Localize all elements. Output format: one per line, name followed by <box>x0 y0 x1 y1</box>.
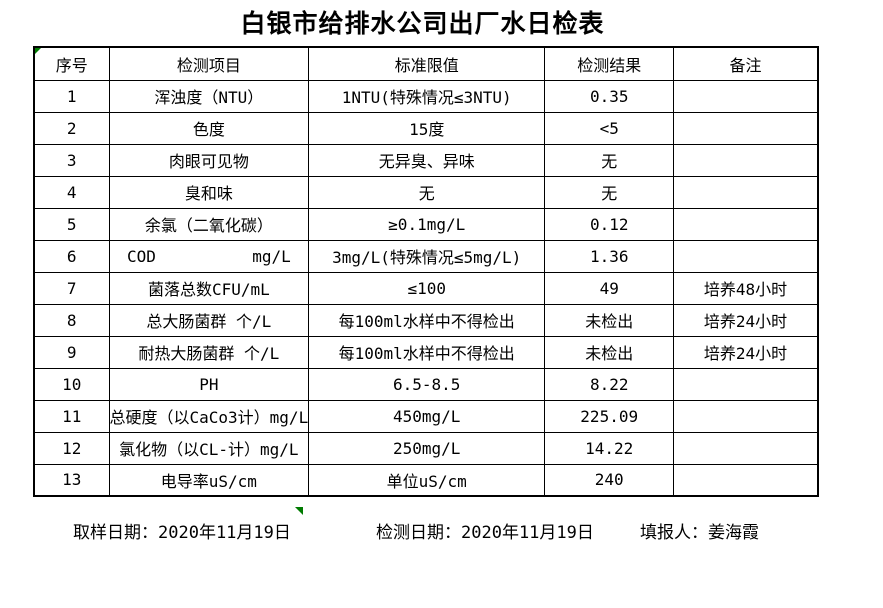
cell-test-result: 240 <box>544 463 675 497</box>
table-row: 10 PH 6.5-8.5 8.22 <box>33 367 819 401</box>
test-date: 检测日期：2020年11月19日 <box>376 523 594 543</box>
cell-standard-limit: 无异臭、异味 <box>308 143 546 177</box>
cell-standard-limit: 无 <box>308 175 546 209</box>
cell-remark <box>673 399 819 433</box>
cell-standard-limit: 15度 <box>308 111 546 145</box>
header-row: 序号 检测项目 标准限值 检测结果 备注 <box>33 46 819 81</box>
cell-test-item: 臭和味 <box>108 175 310 209</box>
cell-test-item: 肉眼可见物 <box>108 143 310 177</box>
cell-test-item: PH <box>108 367 310 401</box>
cell-remark <box>673 239 819 273</box>
cell-row-number: 13 <box>33 463 110 497</box>
reporter-name: 填报人：姜海霞 <box>640 523 759 543</box>
column-header-result: 检测结果 <box>544 46 675 81</box>
cell-remark <box>673 175 819 209</box>
table-row: 9 耐热大肠菌群 个/L 每100ml水样中不得检出 未检出 培养24小时 <box>33 335 819 369</box>
cell-row-number: 8 <box>33 303 110 337</box>
cell-test-item: 耐热大肠菌群 个/L <box>108 335 310 369</box>
cell-row-number: 1 <box>33 79 110 113</box>
table-row: 5 余氯（二氧化碳） ≥0.1mg/L 0.12 <box>33 207 819 241</box>
cell-remark <box>673 431 819 465</box>
cell-remark <box>673 143 819 177</box>
cell-test-result: 未检出 <box>544 303 675 337</box>
cell-row-number: 5 <box>33 207 110 241</box>
sampling-date: 取样日期：2020年11月19日 <box>73 523 291 543</box>
cell-test-item: 总硬度（以CaCo3计）mg/L <box>108 399 310 433</box>
cell-remark <box>673 207 819 241</box>
column-header-remark: 备注 <box>673 46 819 81</box>
cell-test-result: 225.09 <box>544 399 675 433</box>
cell-standard-limit: 3mg/L(特殊情况≤5mg/L) <box>308 239 546 273</box>
cell-standard-limit: 250mg/L <box>308 431 546 465</box>
cell-standard-limit: 450mg/L <box>308 399 546 433</box>
cell-row-number: 10 <box>33 367 110 401</box>
cell-test-result: 8.22 <box>544 367 675 401</box>
cell-row-number: 6 <box>33 239 110 273</box>
green-bottom-marker-icon <box>295 507 303 515</box>
cell-row-number: 9 <box>33 335 110 369</box>
column-header-limit: 标准限值 <box>308 46 546 81</box>
table-row: 11 总硬度（以CaCo3计）mg/L 450mg/L 225.09 <box>33 399 819 433</box>
table-row: 2 色度 15度 <5 <box>33 111 819 145</box>
cell-standard-limit: 单位uS/cm <box>308 463 546 497</box>
cell-test-result: 14.22 <box>544 431 675 465</box>
column-header-no: 序号 <box>33 46 110 81</box>
cell-test-result: 49 <box>544 271 675 305</box>
cell-test-result: 未检出 <box>544 335 675 369</box>
column-header-item: 检测项目 <box>108 46 310 81</box>
cell-standard-limit: 6.5-8.5 <box>308 367 546 401</box>
cell-test-item: 色度 <box>108 111 310 145</box>
table-row: 8 总大肠菌群 个/L 每100ml水样中不得检出 未检出 培养24小时 <box>33 303 819 337</box>
cell-row-number: 12 <box>33 431 110 465</box>
cell-test-result: 1.36 <box>544 239 675 273</box>
cell-remark: 培养48小时 <box>673 271 819 305</box>
cell-test-result: 无 <box>544 175 675 209</box>
cell-remark: 培养24小时 <box>673 303 819 337</box>
cell-standard-limit: ≥0.1mg/L <box>308 207 546 241</box>
cell-remark <box>673 463 819 497</box>
cell-test-result: <5 <box>544 111 675 145</box>
cell-test-item: 菌落总数CFU/mL <box>108 271 310 305</box>
cell-test-item: 余氯（二氧化碳） <box>108 207 310 241</box>
cell-test-item: 氯化物（以CL-计）mg/L <box>108 431 310 465</box>
table-row: 6 COD mg/L 3mg/L(特殊情况≤5mg/L) 1.36 <box>33 239 819 273</box>
cell-standard-limit: ≤100 <box>308 271 546 305</box>
page-title: 白银市给排水公司出厂水日检表 <box>240 9 605 38</box>
cell-test-result: 0.12 <box>544 207 675 241</box>
table-row: 7 菌落总数CFU/mL ≤100 49 培养48小时 <box>33 271 819 305</box>
table-row: 13 电导率uS/cm 单位uS/cm 240 <box>33 463 819 497</box>
cell-row-number: 11 <box>33 399 110 433</box>
cell-standard-limit: 每100ml水样中不得检出 <box>308 303 546 337</box>
inspection-table: 序号 检测项目 标准限值 检测结果 备注 1 浑浊度（NTU） 1NTU(特殊情… <box>33 46 819 497</box>
cell-remark <box>673 367 819 401</box>
cell-standard-limit: 每100ml水样中不得检出 <box>308 335 546 369</box>
cell-test-result: 无 <box>544 143 675 177</box>
table-row: 4 臭和味 无 无 <box>33 175 819 209</box>
cell-remark <box>673 111 819 145</box>
cell-test-result: 0.35 <box>544 79 675 113</box>
table-body: 1 浑浊度（NTU） 1NTU(特殊情况≤3NTU) 0.35 2 色度 15度… <box>33 79 819 497</box>
cell-test-item: COD mg/L <box>108 239 310 273</box>
cell-test-item: 电导率uS/cm <box>108 463 310 497</box>
cell-row-number: 7 <box>33 271 110 305</box>
cell-test-item: 总大肠菌群 个/L <box>108 303 310 337</box>
cell-standard-limit: 1NTU(特殊情况≤3NTU) <box>308 79 546 113</box>
table-row: 12 氯化物（以CL-计）mg/L 250mg/L 14.22 <box>33 431 819 465</box>
cell-row-number: 3 <box>33 143 110 177</box>
cell-row-number: 4 <box>33 175 110 209</box>
cell-remark <box>673 79 819 113</box>
table-row: 1 浑浊度（NTU） 1NTU(特殊情况≤3NTU) 0.35 <box>33 79 819 113</box>
cell-test-item: 浑浊度（NTU） <box>108 79 310 113</box>
cell-row-number: 2 <box>33 111 110 145</box>
table-row: 3 肉眼可见物 无异臭、异味 无 <box>33 143 819 177</box>
cell-remark: 培养24小时 <box>673 335 819 369</box>
